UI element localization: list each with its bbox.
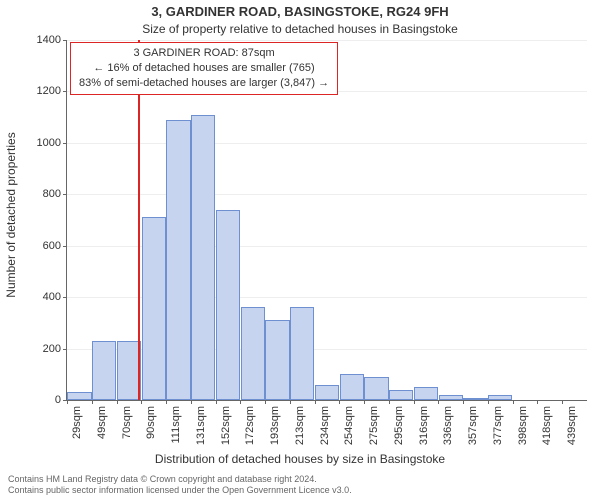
xtick-mark bbox=[389, 400, 390, 404]
histogram-bar bbox=[216, 210, 240, 400]
info-line-3: 83% of semi-detached houses are larger (… bbox=[79, 76, 329, 91]
ytick-label: 200 bbox=[43, 343, 67, 355]
histogram-bar bbox=[340, 374, 364, 400]
histogram-bar bbox=[166, 120, 190, 400]
grid-line bbox=[67, 143, 587, 144]
xtick-mark bbox=[117, 400, 118, 404]
footer-line-2: Contains public sector information licen… bbox=[8, 485, 592, 496]
xtick-label: 172sqm bbox=[244, 406, 256, 445]
x-axis-label: Distribution of detached houses by size … bbox=[0, 452, 600, 466]
footer-line-1: Contains HM Land Registry data © Crown c… bbox=[8, 474, 592, 485]
xtick-label: 418sqm bbox=[541, 406, 553, 445]
ytick-label: 800 bbox=[43, 188, 67, 200]
xtick-mark bbox=[463, 400, 464, 404]
xtick-mark bbox=[562, 400, 563, 404]
xtick-mark bbox=[191, 400, 192, 404]
xtick-mark bbox=[290, 400, 291, 404]
histogram-bar bbox=[389, 390, 413, 400]
xtick-mark bbox=[414, 400, 415, 404]
info-line-2: ← 16% of detached houses are smaller (76… bbox=[79, 61, 329, 76]
xtick-label: 49sqm bbox=[96, 406, 108, 439]
xtick-mark bbox=[92, 400, 93, 404]
xtick-label: 377sqm bbox=[492, 406, 504, 445]
histogram-plot: 020040060080010001200140029sqm49sqm70sqm… bbox=[66, 40, 587, 401]
xtick-mark bbox=[339, 400, 340, 404]
xtick-label: 193sqm bbox=[269, 406, 281, 445]
xtick-label: 439sqm bbox=[566, 406, 578, 445]
xtick-label: 213sqm bbox=[294, 406, 306, 445]
histogram-bar bbox=[315, 385, 339, 400]
histogram-bar bbox=[414, 387, 438, 400]
ytick-label: 400 bbox=[43, 291, 67, 303]
grid-line bbox=[67, 40, 587, 41]
xtick-label: 275sqm bbox=[368, 406, 380, 445]
info-box: 3 GARDINER ROAD: 87sqm ← 16% of detached… bbox=[70, 42, 338, 95]
ytick-label: 600 bbox=[43, 240, 67, 252]
xtick-label: 152sqm bbox=[220, 406, 232, 445]
histogram-bar bbox=[488, 395, 512, 400]
xtick-label: 398sqm bbox=[517, 406, 529, 445]
histogram-bar bbox=[463, 398, 487, 400]
xtick-label: 357sqm bbox=[467, 406, 479, 445]
histogram-bar bbox=[439, 395, 463, 400]
xtick-label: 295sqm bbox=[393, 406, 405, 445]
histogram-bar bbox=[67, 392, 91, 400]
xtick-label: 336sqm bbox=[442, 406, 454, 445]
grid-line bbox=[67, 194, 587, 195]
xtick-mark bbox=[537, 400, 538, 404]
xtick-label: 316sqm bbox=[418, 406, 430, 445]
xtick-mark bbox=[438, 400, 439, 404]
chart-subtitle: Size of property relative to detached ho… bbox=[0, 22, 600, 36]
histogram-bar bbox=[92, 341, 116, 400]
xtick-label: 111sqm bbox=[170, 406, 182, 444]
y-axis-label: Number of detached properties bbox=[4, 35, 18, 395]
xtick-mark bbox=[364, 400, 365, 404]
xtick-mark bbox=[513, 400, 514, 404]
xtick-label: 254sqm bbox=[343, 406, 355, 445]
histogram-bar bbox=[364, 377, 388, 400]
ytick-label: 1000 bbox=[37, 137, 67, 149]
xtick-label: 70sqm bbox=[121, 406, 133, 439]
histogram-bar bbox=[191, 115, 215, 400]
xtick-mark bbox=[240, 400, 241, 404]
xtick-mark bbox=[67, 400, 68, 404]
ytick-label: 0 bbox=[55, 394, 67, 406]
xtick-label: 131sqm bbox=[195, 406, 207, 445]
chart-title: 3, GARDINER ROAD, BASINGSTOKE, RG24 9FH bbox=[0, 4, 600, 19]
histogram-bar bbox=[290, 307, 314, 400]
xtick-mark bbox=[216, 400, 217, 404]
xtick-label: 29sqm bbox=[71, 406, 83, 439]
info-line-1: 3 GARDINER ROAD: 87sqm bbox=[79, 46, 329, 61]
xtick-label: 90sqm bbox=[145, 406, 157, 439]
histogram-bar bbox=[241, 307, 265, 400]
ytick-label: 1200 bbox=[37, 85, 67, 97]
xtick-mark bbox=[265, 400, 266, 404]
xtick-label: 234sqm bbox=[319, 406, 331, 445]
xtick-mark bbox=[488, 400, 489, 404]
footer: Contains HM Land Registry data © Crown c… bbox=[8, 474, 592, 497]
ytick-label: 1400 bbox=[37, 34, 67, 46]
histogram-bar bbox=[142, 217, 166, 400]
xtick-mark bbox=[166, 400, 167, 404]
xtick-mark bbox=[315, 400, 316, 404]
xtick-mark bbox=[141, 400, 142, 404]
histogram-bar bbox=[265, 320, 289, 400]
